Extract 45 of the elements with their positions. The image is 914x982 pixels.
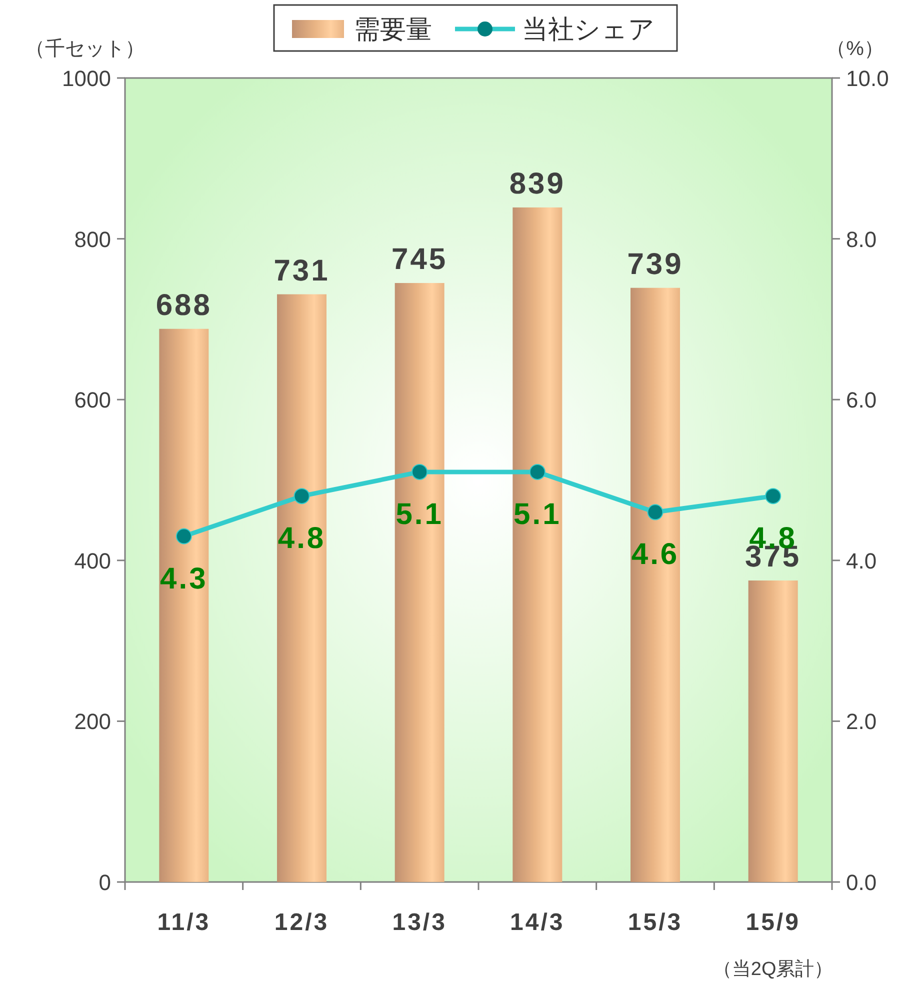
- data-label: 739: [627, 248, 684, 281]
- bar: [630, 288, 680, 882]
- data-label: 4.3: [160, 562, 208, 596]
- data-label: 688: [156, 288, 212, 322]
- bar: [394, 283, 444, 882]
- data-label: 5.1: [396, 498, 444, 531]
- x-tick-label: 11/3: [157, 909, 211, 936]
- point: [765, 488, 782, 504]
- bar: [159, 328, 209, 882]
- y2-axis-title: （%）: [826, 38, 884, 60]
- point: [647, 504, 664, 520]
- y2-tick-label: 6.0: [846, 388, 877, 413]
- data-label: 839: [509, 167, 566, 200]
- bar: [512, 207, 562, 882]
- y-tick-label: 400: [74, 548, 111, 574]
- bar: [748, 580, 798, 882]
- data-label: 745: [392, 243, 448, 276]
- y-tick-label: 800: [74, 226, 111, 252]
- x-tick-label: 13/3: [392, 909, 447, 936]
- data-label: 4.6: [631, 538, 680, 572]
- y2-tick-label: 0.0: [846, 870, 877, 895]
- y-axis-title: （千セット）: [25, 38, 145, 60]
- y2-tick-label: 8.0: [846, 226, 877, 252]
- x-tick-label: 12/3: [274, 909, 330, 936]
- text: （当2Q累計）: [712, 959, 834, 980]
- data-label: 4.8: [278, 522, 326, 556]
- y2-tick-label: 2.0: [846, 709, 877, 734]
- y2-tick-label: 10.0: [846, 66, 889, 91]
- data-label: 5.1: [514, 498, 562, 531]
- y2-tick-label: 4.0: [846, 548, 877, 574]
- point: [412, 464, 428, 480]
- y-tick-label: 200: [74, 709, 111, 734]
- legend-label: 当社シェア: [522, 14, 655, 44]
- x-tick-label: 15/9: [746, 909, 800, 936]
- data-label: 731: [274, 254, 330, 288]
- y-tick-label: 1000: [62, 66, 111, 91]
- point: [529, 464, 546, 480]
- y-tick-label: 600: [74, 388, 111, 413]
- point: [176, 528, 192, 544]
- legend-label: 需要量: [354, 14, 432, 44]
- bar: [277, 294, 326, 882]
- point: [294, 488, 310, 504]
- y-tick-label: 0: [98, 870, 111, 895]
- x-tick-label: 14/3: [510, 909, 565, 936]
- x-tick-label: 15/3: [628, 909, 683, 936]
